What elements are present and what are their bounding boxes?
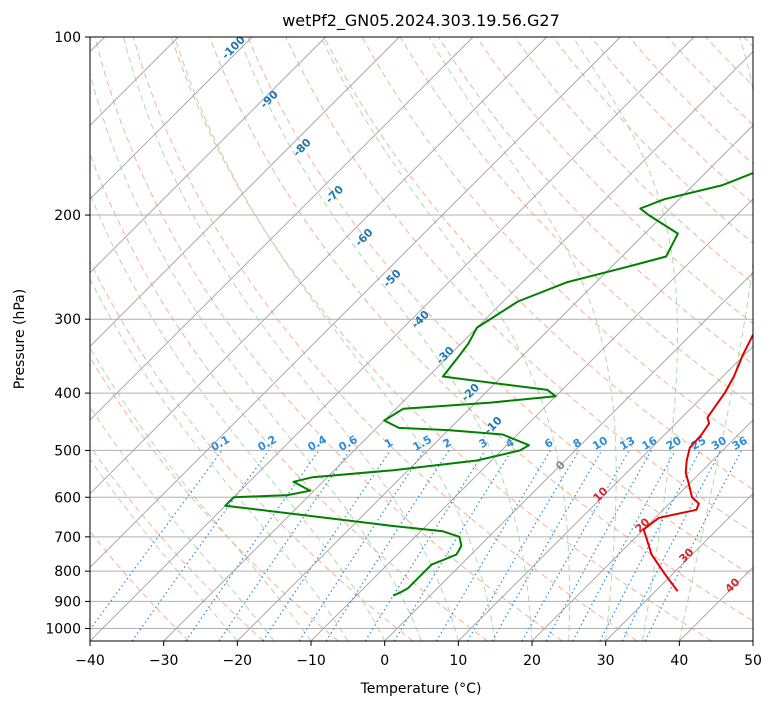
moist-adiabat xyxy=(90,192,386,641)
plot-frame xyxy=(89,36,754,642)
moist-adiabat xyxy=(238,37,533,641)
mixing-ratio-line xyxy=(218,450,351,641)
isotherm-line xyxy=(90,37,400,347)
moist-adiabat xyxy=(320,37,570,641)
mixing-ratio-line xyxy=(325,450,450,641)
dry-adiabat xyxy=(247,37,753,577)
mixing-ratio-line xyxy=(466,450,580,641)
dry-adiabat xyxy=(132,37,638,641)
dry-adiabat xyxy=(285,37,753,534)
mixing-ratio-line xyxy=(364,450,486,641)
moist-adiabat xyxy=(572,37,678,641)
moist-adiabat xyxy=(90,71,422,641)
isotherm-line xyxy=(310,198,753,641)
y-tick-label: 800 xyxy=(54,564,81,580)
y-tick-label: 500 xyxy=(54,443,81,459)
dry-adiabat xyxy=(94,37,563,641)
y-tick-label: 300 xyxy=(54,312,81,328)
plot-area: 0.1 0.2 0.4 0.6 1 1.5 2 3 4 6 8 10 13 16 20 25 30 36 -100… xyxy=(90,37,753,641)
isotherm-line xyxy=(237,124,753,641)
x-tick-label: 50 xyxy=(744,653,762,669)
mixing-ratio-line xyxy=(298,450,425,641)
x-axis-label: Temperature (°C) xyxy=(360,681,482,697)
dry-adiabat xyxy=(323,37,753,491)
isotherm-line xyxy=(458,345,753,641)
x-axis: −40 −30 −20 −10 0 10 20 30 40 50 xyxy=(75,641,762,669)
temperature-profile xyxy=(642,333,753,592)
isotherm-line xyxy=(90,37,695,641)
mixing-ratio-line xyxy=(435,450,552,641)
x-tick-label: 40 xyxy=(670,653,688,669)
dry-adiabat xyxy=(209,37,753,622)
x-tick-label: 20 xyxy=(523,653,541,669)
moist-adiabats xyxy=(90,37,753,641)
x-tick-label: 30 xyxy=(597,653,615,669)
isotherm-line xyxy=(90,37,547,495)
y-tick-label: 400 xyxy=(54,386,81,402)
moist-adiabat xyxy=(428,37,617,641)
dry-adiabat xyxy=(90,260,414,641)
dewpoint-profile xyxy=(224,171,753,597)
chart-title: wetPf2_GN05.2024.303.19.56.G27 xyxy=(282,11,560,31)
isotherm-line xyxy=(384,272,753,641)
isotherm-line xyxy=(531,419,753,641)
isotherm-line xyxy=(90,37,253,200)
moist-adiabat xyxy=(123,37,459,641)
mixing-ratio-line xyxy=(262,450,391,641)
y-tick-label: 100 xyxy=(54,30,81,46)
dry-adiabat xyxy=(514,37,753,284)
mixing-ratio-line xyxy=(185,450,320,641)
y-tick-label: 1000 xyxy=(45,621,81,637)
y-axis: 100 200 300 400 500 600 700 800 900 1000 xyxy=(45,30,90,637)
isotherm-line xyxy=(605,493,753,641)
y-tick-label: 200 xyxy=(54,208,81,224)
isotherm-line xyxy=(90,37,326,274)
x-tick-label: −20 xyxy=(223,653,253,669)
dry-adiabat xyxy=(476,37,753,325)
isotherm-line xyxy=(90,37,474,421)
mixing-ratio-line xyxy=(545,450,652,641)
isotherm-line xyxy=(90,37,621,568)
y-tick-label: 600 xyxy=(54,490,81,506)
moist-adiabat xyxy=(678,37,753,641)
y-tick-label: 700 xyxy=(54,530,81,546)
x-tick-label: 0 xyxy=(380,653,389,669)
dry-adiabat xyxy=(170,37,712,641)
x-tick-label: −30 xyxy=(149,653,179,669)
isotherm-line xyxy=(163,51,753,641)
moist-adiabat xyxy=(90,277,349,641)
x-tick-label: 10 xyxy=(449,653,467,669)
moist-adiabat xyxy=(174,37,496,641)
mixing-ratio-line xyxy=(572,450,677,641)
x-tick-label: −10 xyxy=(296,653,326,669)
isotherm-lines xyxy=(90,37,753,641)
y-tick-label: 900 xyxy=(54,594,81,610)
x-tick-label: −40 xyxy=(75,653,105,669)
moist-adiabat xyxy=(90,458,238,641)
y-axis-label: Pressure (hPa) xyxy=(12,289,28,389)
sounding-profiles xyxy=(224,171,753,597)
dry-adiabat xyxy=(90,445,264,641)
moist-adiabat xyxy=(90,405,275,641)
